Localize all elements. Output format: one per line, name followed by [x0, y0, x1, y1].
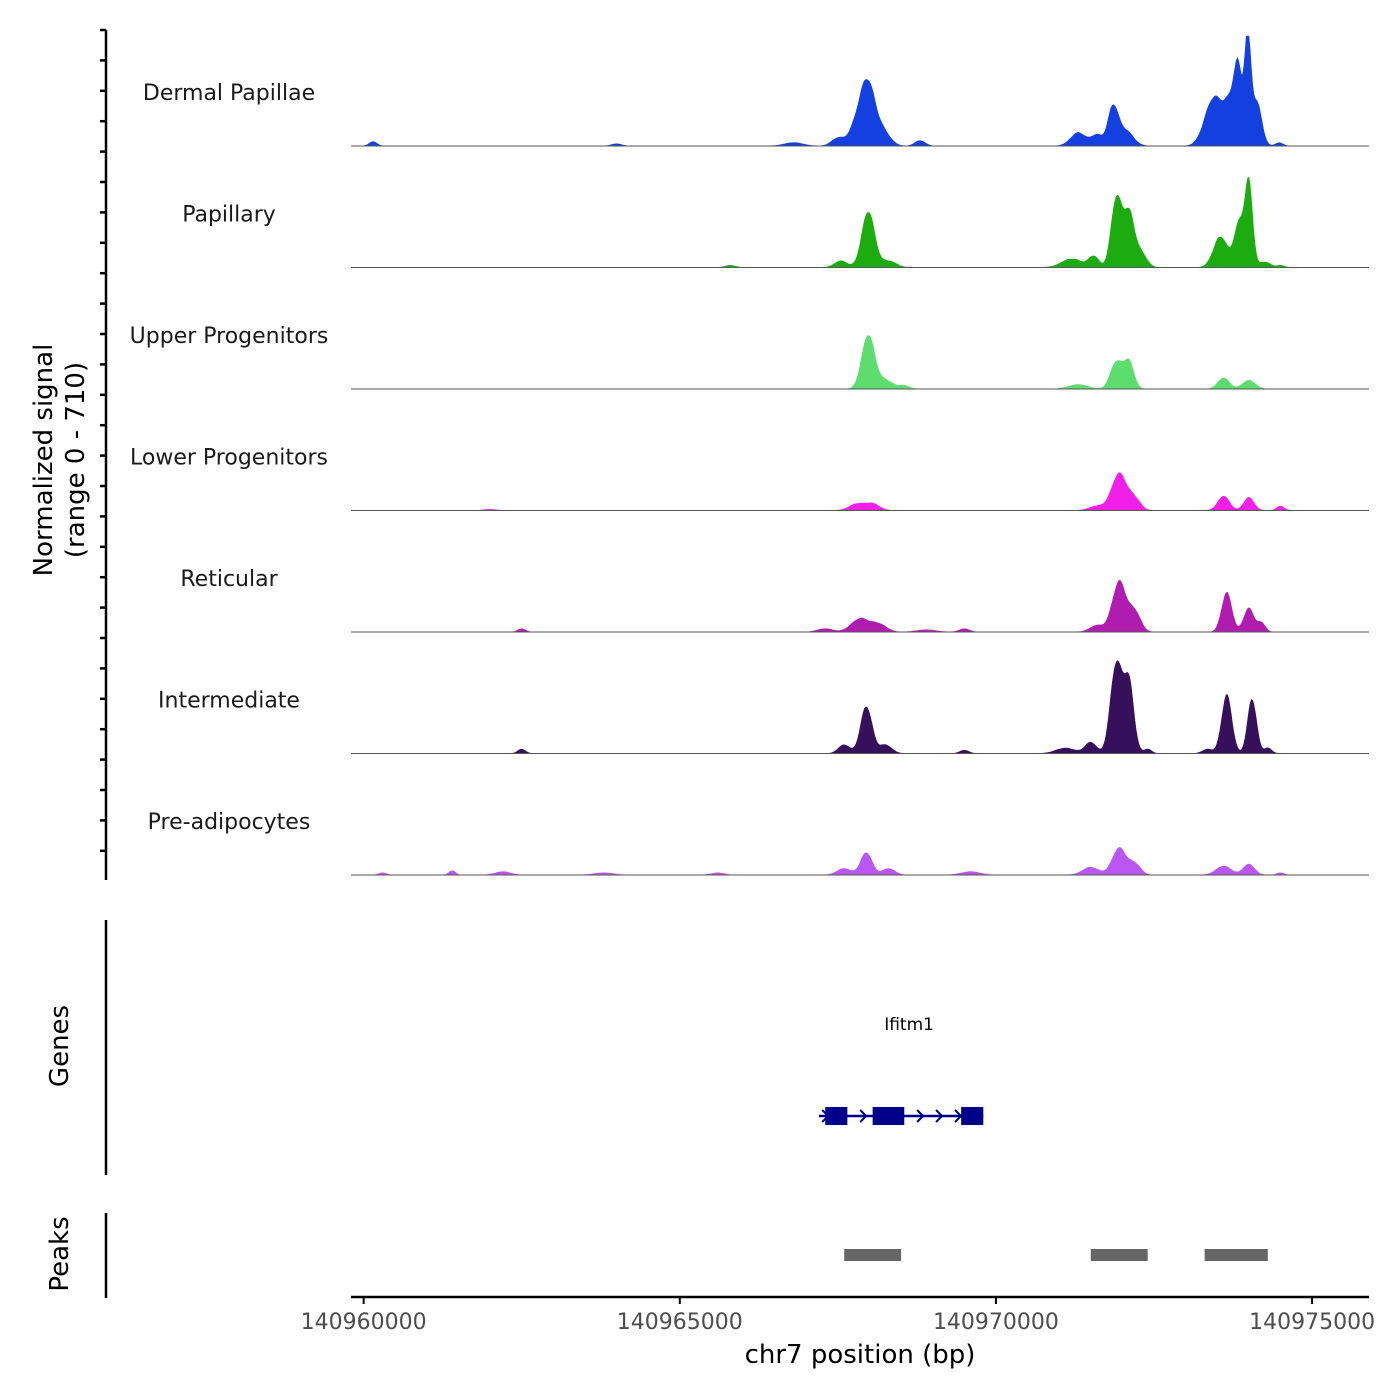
- signal-y-ticks: [100, 28, 106, 853]
- genes-panel-title: Genes: [45, 1005, 75, 1087]
- track-label: Intermediate: [158, 689, 300, 714]
- track-pre-adipocytes: Pre-adipocytes: [148, 810, 1369, 876]
- track-upper-progenitors: Upper Progenitors: [130, 324, 1369, 390]
- strand-arrow: [954, 1109, 963, 1123]
- track-dermal-papillae: Dermal Papillae: [143, 35, 1369, 147]
- y-axis-title-line-2: (range 0 - 710): [61, 362, 91, 558]
- x-axis-title: chr7 position (bp): [745, 1340, 976, 1370]
- peak-region: [1090, 1249, 1148, 1261]
- x-axis-ticks: 140960000 140965000 140970000 140975000: [301, 1297, 1375, 1335]
- signal-area: [351, 35, 1369, 147]
- gene-track: Ifitm1: [818, 1015, 984, 1125]
- track-papillary: Papillary: [182, 176, 1369, 268]
- signal-tracks: Dermal Papillae Papillary Upper Progenitor…: [130, 35, 1369, 876]
- gene-label: Ifitm1: [884, 1015, 934, 1035]
- track-label: Papillary: [182, 203, 276, 228]
- track-intermediate: Intermediate: [158, 660, 1369, 754]
- x-tick-label: 140960000: [301, 1310, 427, 1335]
- track-reticular: Reticular: [180, 567, 1369, 633]
- track-label: Upper Progenitors: [130, 324, 329, 349]
- gene-ifitm1: Ifitm1: [818, 1015, 984, 1125]
- track-lower-progenitors: Lower Progenitors: [130, 446, 1369, 511]
- y-axis-title: Normalized signal (range 0 - 710): [29, 344, 91, 577]
- track-label: Lower Progenitors: [130, 446, 328, 471]
- strand-arrow: [935, 1109, 944, 1123]
- gene-exon: [825, 1107, 848, 1125]
- signal-area: [351, 176, 1369, 268]
- peaks-panel-title: Peaks: [45, 1216, 75, 1291]
- gene-exon: [872, 1107, 905, 1125]
- strand-arrow: [916, 1109, 925, 1123]
- track-label: Reticular: [180, 567, 278, 592]
- peak-region: [1204, 1249, 1268, 1261]
- x-tick-label: 140970000: [933, 1310, 1059, 1335]
- track-label: Pre-adipocytes: [148, 810, 311, 835]
- x-tick-label: 140975000: [1249, 1310, 1375, 1335]
- signal-area: [351, 846, 1369, 876]
- y-axis-title-line-1: Normalized signal: [29, 344, 59, 577]
- signal-area: [351, 335, 1369, 390]
- peak-region-track: [844, 1249, 1268, 1261]
- signal-area: [351, 660, 1369, 754]
- x-tick-label: 140965000: [617, 1310, 743, 1335]
- gene-exon: [961, 1107, 984, 1125]
- peak-region: [844, 1249, 902, 1261]
- signal-area: [351, 472, 1369, 511]
- strand-arrow: [859, 1109, 868, 1123]
- track-label: Dermal Papillae: [143, 81, 315, 106]
- signal-area: [351, 579, 1369, 633]
